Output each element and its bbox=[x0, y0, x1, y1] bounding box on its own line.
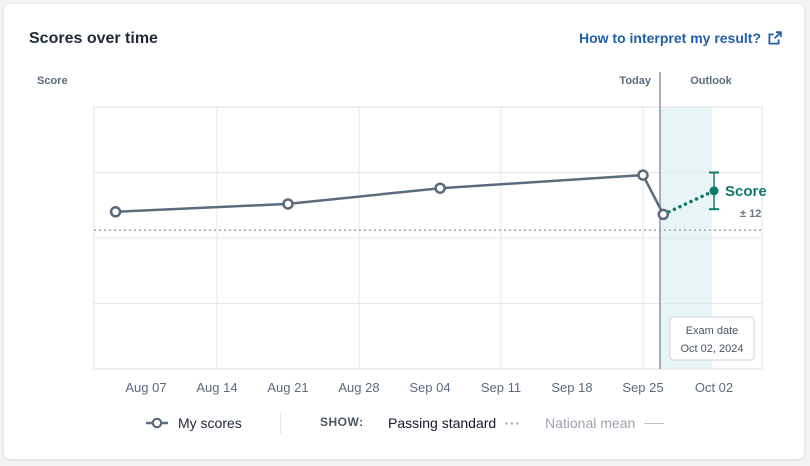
x-tick-label: Sep 25 bbox=[622, 380, 663, 395]
legend-national-mean-label: National mean bbox=[545, 415, 636, 431]
my-scores-series-line bbox=[115, 173, 665, 215]
x-tick-label: Aug 21 bbox=[267, 380, 308, 395]
legend-passing-standard-label: Passing standard bbox=[388, 415, 497, 431]
today-label: Today bbox=[619, 75, 651, 87]
card-title: Scores over time bbox=[29, 30, 158, 47]
scores-card: Scores over time How to interpret my res… bbox=[4, 4, 804, 459]
exam-date-value: Oct 02, 2024 bbox=[681, 343, 744, 355]
outlook-error-label: ± 12 bbox=[740, 208, 761, 220]
outlook-label: Outlook bbox=[690, 75, 732, 87]
x-tick-label: Sep 18 bbox=[551, 380, 592, 395]
scores-chart: Score Today Outlook Aug 07 Aug 14 Aug 21 Au… bbox=[37, 72, 767, 395]
x-tick-label: Aug 07 bbox=[125, 380, 166, 395]
legend-show-label: SHOW: bbox=[320, 415, 364, 429]
outlook-score-label: Score bbox=[725, 183, 767, 200]
score-point bbox=[637, 169, 649, 181]
interpret-result-link[interactable]: How to interpret my result? bbox=[579, 30, 782, 46]
x-tick-label: Sep 11 bbox=[481, 380, 521, 395]
outlook-point bbox=[709, 186, 719, 196]
my-scores-swatch-icon bbox=[146, 417, 168, 429]
x-tick-label: Aug 14 bbox=[196, 380, 237, 395]
score-point bbox=[109, 206, 122, 218]
legend-divider bbox=[280, 412, 281, 434]
score-point bbox=[657, 208, 670, 221]
legend-my-scores[interactable]: My scores bbox=[146, 415, 242, 431]
x-tick-label: Aug 28 bbox=[338, 380, 379, 395]
chart-legend: My scores SHOW: Passing standard ··· Nat… bbox=[4, 412, 804, 434]
score-point bbox=[282, 198, 294, 210]
y-axis-label: Score bbox=[37, 75, 68, 87]
interpret-result-link-label: How to interpret my result? bbox=[578, 30, 761, 46]
score-point bbox=[434, 182, 446, 194]
exam-date-label: Exam date bbox=[686, 325, 739, 337]
legend-national-mean-toggle[interactable]: National mean bbox=[545, 415, 665, 431]
legend-my-scores-label: My scores bbox=[178, 415, 242, 431]
dotted-line-icon: ··· bbox=[504, 415, 522, 431]
x-tick-label: Oct 02 bbox=[695, 380, 733, 395]
exam-date-tooltip: Exam date Oct 02, 2024 bbox=[669, 316, 755, 361]
solid-line-icon bbox=[644, 422, 665, 424]
x-tick-label: Sep 04 bbox=[409, 380, 450, 395]
external-link-icon bbox=[768, 31, 782, 45]
legend-passing-standard-toggle[interactable]: Passing standard ··· bbox=[388, 415, 521, 431]
plot-frame bbox=[93, 106, 763, 370]
